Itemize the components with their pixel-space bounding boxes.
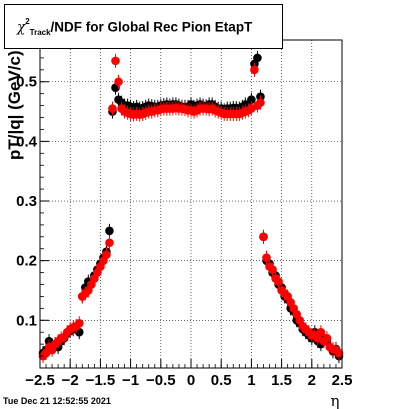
x-tick-label: 1 bbox=[247, 372, 255, 389]
x-tick-label: −0.5 bbox=[146, 372, 176, 389]
x-tick-label: −2 bbox=[62, 372, 79, 389]
y-tick-label: 0.3 bbox=[16, 193, 37, 210]
title-superscript: 2 bbox=[25, 17, 30, 26]
title-subscript: Track bbox=[29, 28, 51, 38]
y-tick-label: 0.1 bbox=[16, 312, 37, 329]
data-point bbox=[105, 238, 114, 248]
axis-ticks: −2.5 −2 −1.5 −1 −0.5 0 0.5 1 1.5 2 2.5 0.1 0.2 0.3 0.4… bbox=[16, 45, 353, 389]
x-tick-label: −1.5 bbox=[86, 372, 116, 389]
data-point bbox=[256, 98, 265, 107]
data-point bbox=[262, 253, 271, 262]
x-tick-label: −2.5 bbox=[25, 372, 55, 389]
data-point bbox=[114, 77, 123, 87]
data-point bbox=[102, 250, 111, 259]
data-point bbox=[334, 348, 344, 358]
data-point bbox=[268, 265, 277, 274]
chi-symbol: χ bbox=[17, 19, 26, 36]
data-point bbox=[253, 53, 262, 63]
chart-title: χ2 Track/NDF for Global Rec Pion EtapT bbox=[17, 17, 253, 38]
y-tick-label: 0.5 bbox=[16, 74, 37, 91]
data-point bbox=[105, 226, 114, 236]
grid bbox=[39, 40, 343, 368]
y-axis-label: pT/|q| (GeV/c) bbox=[5, 50, 24, 160]
data-point bbox=[111, 56, 120, 66]
data-point bbox=[274, 277, 283, 286]
title-rest: /NDF for Global Rec Pion EtapT bbox=[50, 19, 253, 35]
x-tick-label: 0 bbox=[187, 372, 195, 389]
x-tick-label: 2.5 bbox=[332, 372, 353, 389]
x-tick-label: 0.5 bbox=[211, 372, 232, 389]
chart-title-box: χ2 Track/NDF for Global Rec Pion EtapT bbox=[4, 4, 283, 49]
x-tick-label: 2 bbox=[308, 372, 316, 389]
y-tick-label: 0.2 bbox=[16, 253, 37, 270]
marker-series bbox=[38, 53, 344, 364]
x-axis-label: η bbox=[331, 392, 340, 409]
data-point bbox=[322, 333, 332, 343]
data-point bbox=[316, 327, 326, 337]
x-tick-label: 1.5 bbox=[271, 372, 292, 389]
data-series bbox=[38, 50, 344, 364]
data-point bbox=[74, 318, 84, 328]
data-point bbox=[259, 232, 268, 242]
timestamp: Tue Dec 21 12:52:55 2021 bbox=[3, 396, 111, 406]
data-point bbox=[250, 65, 259, 75]
x-tick-label: −1 bbox=[122, 372, 139, 389]
data-point bbox=[247, 95, 256, 104]
y-tick-label: 0.4 bbox=[16, 133, 38, 150]
data-point bbox=[108, 104, 117, 113]
